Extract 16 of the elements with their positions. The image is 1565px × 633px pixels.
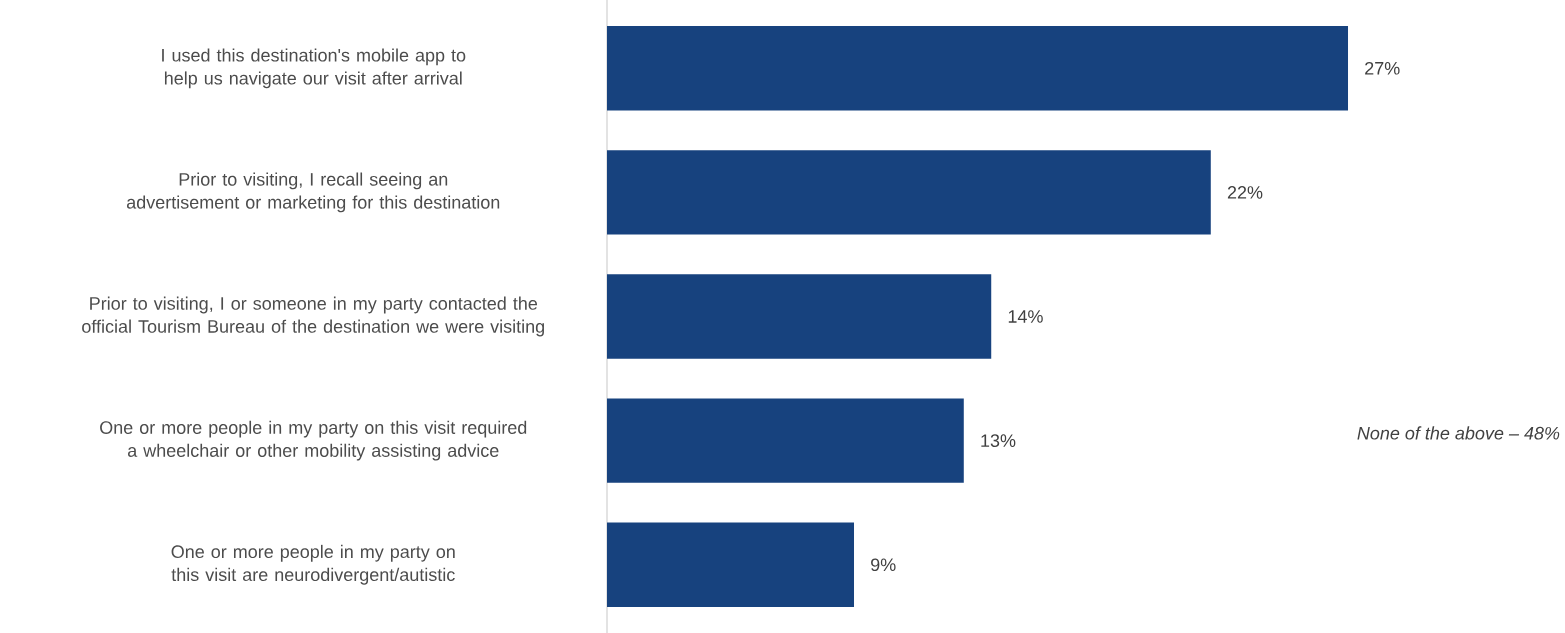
data-label: 27% <box>1365 61 1400 75</box>
bar <box>607 274 992 359</box>
bar <box>607 150 1211 235</box>
y-tick-label: Prior to visiting, I recall seeing an advertisement or marketing for this destination <box>126 172 500 213</box>
bar <box>607 398 964 483</box>
bar <box>607 26 1349 111</box>
data-label: 13% <box>981 434 1016 447</box>
y-tick-label: One or more people in my party on this visit are neurodivergent/autistic <box>171 544 455 585</box>
text: None of the above – 48% <box>1357 426 1560 440</box>
y-tick-label: I used this destination's mobile app to help us navigate our visit after arrival <box>162 48 466 89</box>
data-label: 14% <box>1008 310 1043 323</box>
bar <box>607 522 854 607</box>
data-label: 22% <box>1227 186 1263 199</box>
data-label: 9% <box>871 558 896 572</box>
y-tick-label: One or more people in my party on this visit required a wheelchair or other mobility assisting advice <box>100 420 527 461</box>
y-tick-label: Prior to visiting, I or someone in my party contacted the official Tourism Bureau of the destination we were visiting <box>82 296 544 337</box>
